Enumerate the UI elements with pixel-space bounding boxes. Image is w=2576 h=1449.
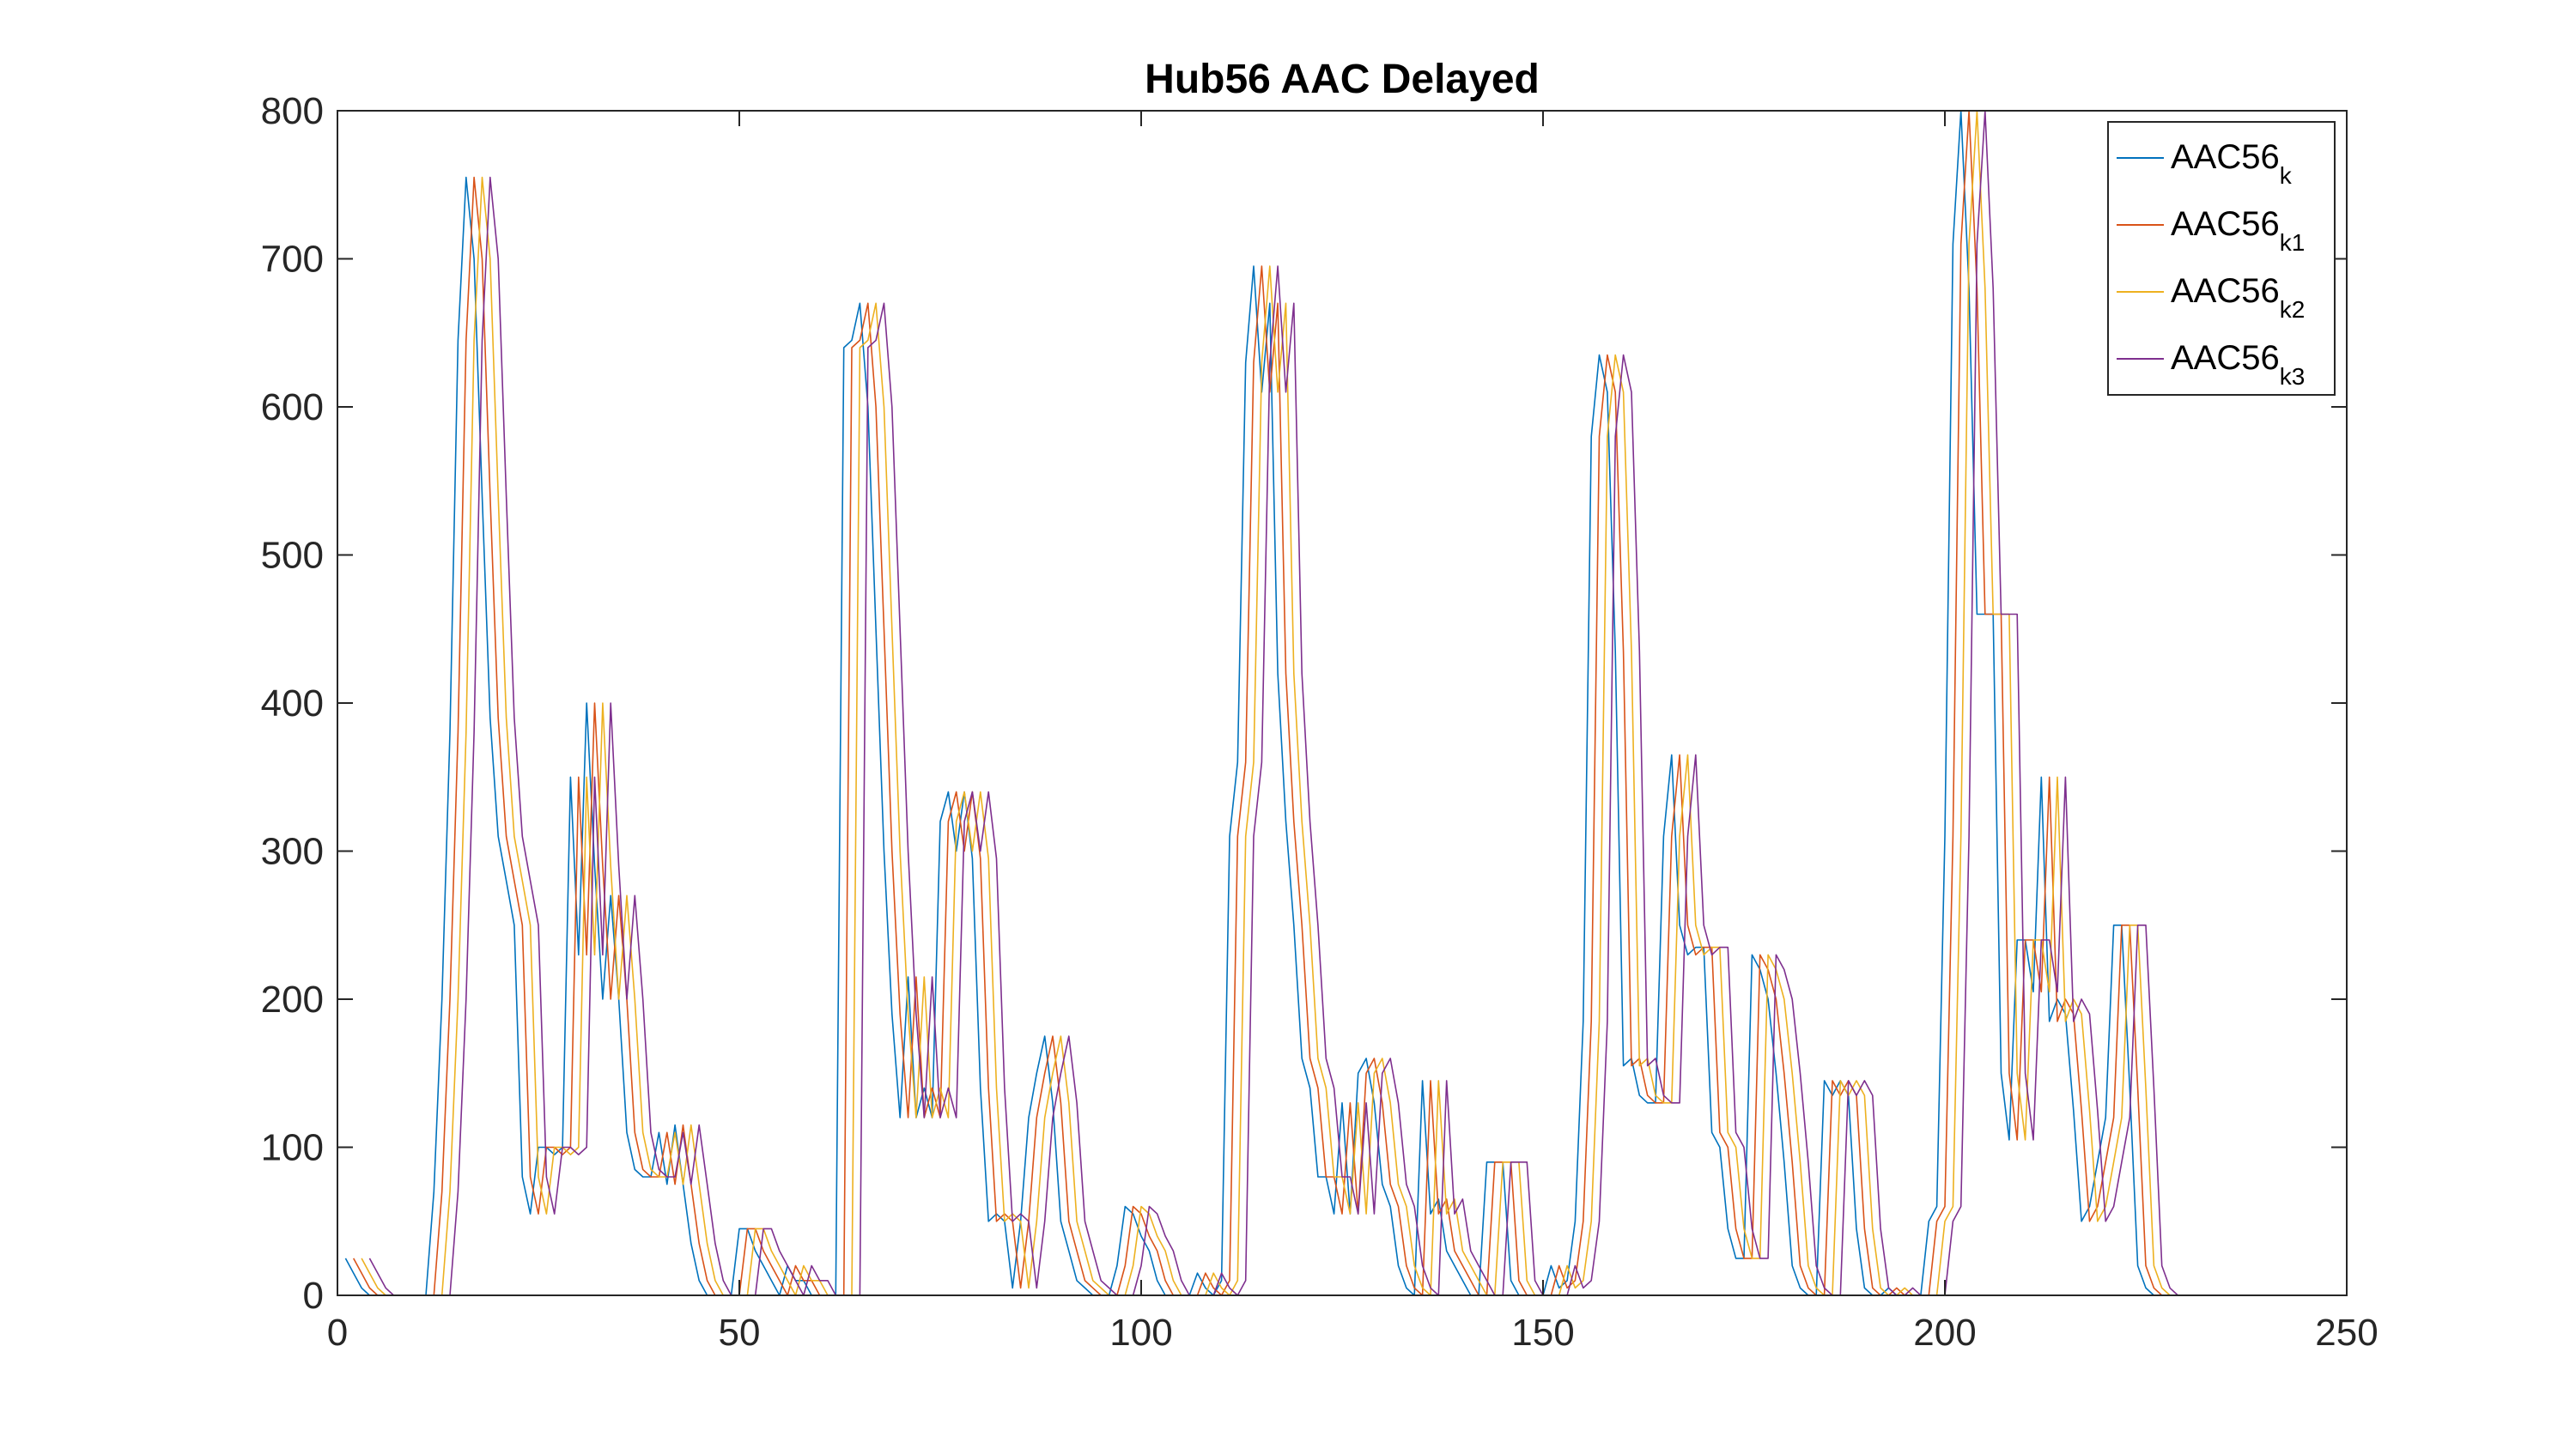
y-tick-label: 100 [261, 1127, 324, 1169]
series-layer [344, 110, 2178, 1296]
y-tick-label: 500 [261, 535, 324, 577]
chart-title: Hub56 AAC Delayed [1145, 57, 1540, 102]
x-tick-label: 200 [1913, 1312, 1976, 1354]
series-line-k2 [361, 110, 2171, 1296]
x-tick-label: 50 [719, 1312, 761, 1354]
series-line-k [344, 110, 2154, 1296]
x-tick-label: 250 [2315, 1312, 2378, 1354]
y-tick-label: 0 [303, 1275, 324, 1317]
y-tick-label: 700 [261, 239, 324, 281]
plot-background [337, 111, 2347, 1295]
x-tick-label: 0 [327, 1312, 348, 1354]
y-tick-label: 200 [261, 979, 324, 1021]
y-tick-label: 300 [261, 831, 324, 873]
y-tick-label: 600 [261, 386, 324, 428]
y-tick-label: 800 [261, 90, 324, 132]
x-tick-label: 100 [1109, 1312, 1172, 1354]
ticks-layer: 0 50 100 150 200 250 0 100 200 300 400 500 600 700 800 [261, 90, 2379, 1354]
legend-box [2107, 121, 2336, 396]
series-line-k3 [368, 110, 2178, 1296]
y-tick-label: 400 [261, 682, 324, 724]
series-line-k1 [352, 110, 2163, 1296]
x-tick-label: 150 [1511, 1312, 1574, 1354]
